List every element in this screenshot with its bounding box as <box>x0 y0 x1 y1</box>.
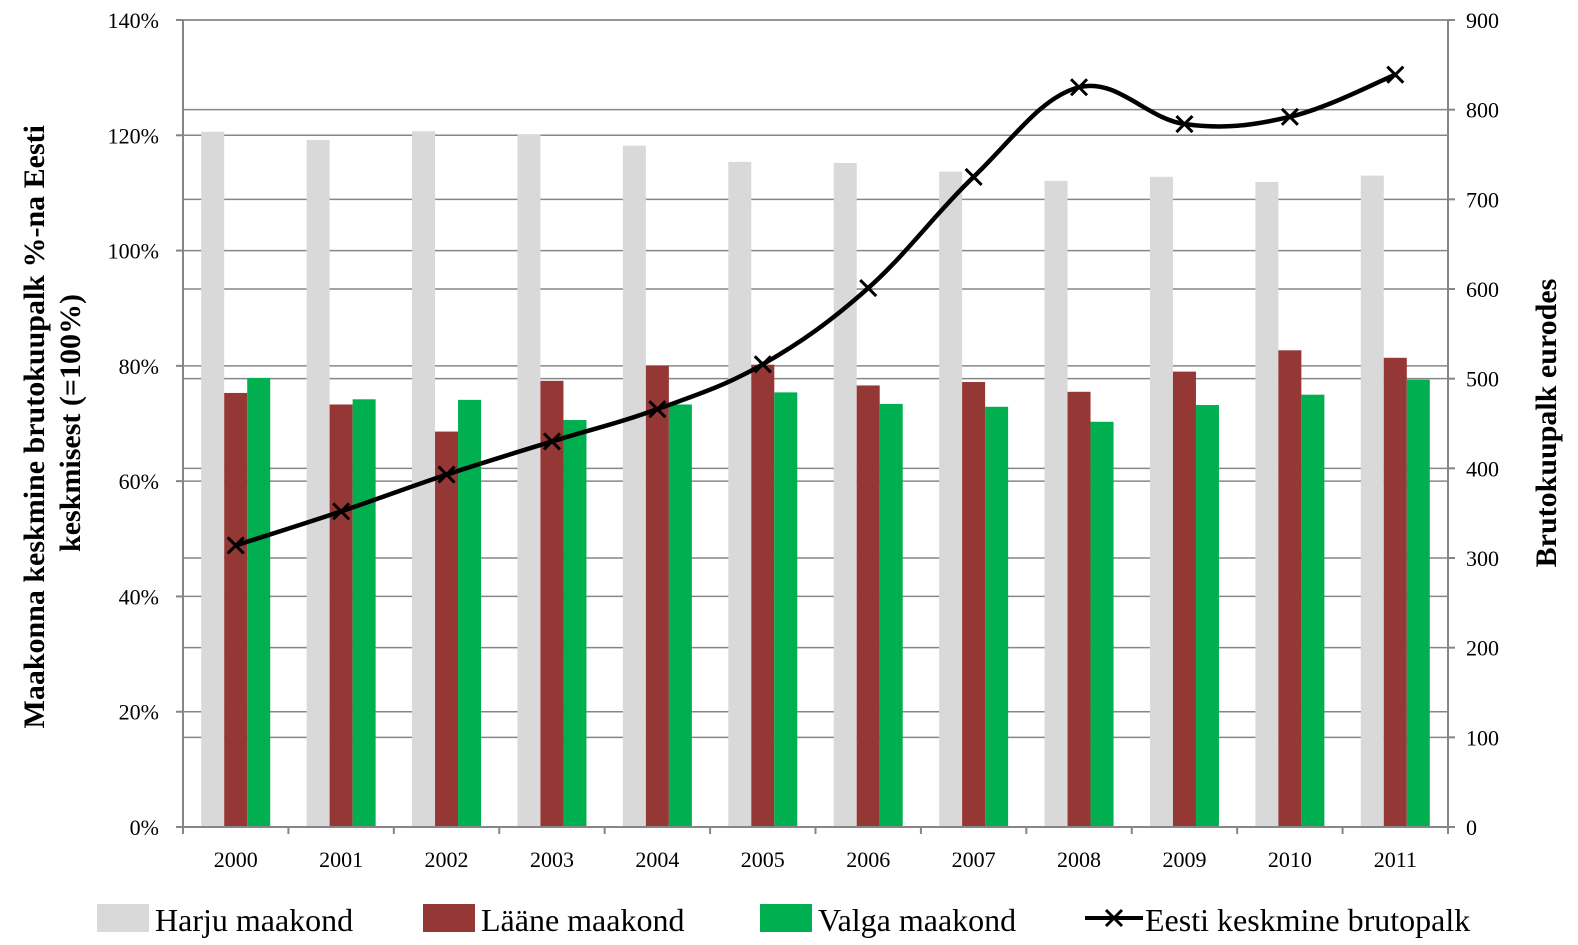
bar-harju-maakond-2000 <box>201 131 225 827</box>
x-tick-label-2000: 2000 <box>214 847 258 872</box>
x-tick-label-2002: 2002 <box>425 847 469 872</box>
bar-harju-maakond-2008 <box>1044 180 1068 827</box>
y-left-tick-label-4: 80% <box>119 354 159 379</box>
bar-l-ne-maakond-2009 <box>1172 371 1196 827</box>
x-tick-label-2008: 2008 <box>1057 847 1101 872</box>
y-left-tick-label-2: 40% <box>119 584 159 609</box>
line-eesti-keskmine-brutopalk <box>235 72 1397 548</box>
tick-labels: 0% 20% 40% 60% 80% 100% 120% 140% 0 100 200 300 400 5… <box>108 8 1499 872</box>
bar-harju-maakond-2004 <box>622 145 646 827</box>
bar-l-ne-maakond-2006 <box>856 385 880 827</box>
axes <box>176 19 1455 834</box>
bar-valga-maakond-2002 <box>458 399 482 827</box>
y-right-tick-label-6: 600 <box>1466 277 1499 302</box>
line-marker-2000 <box>226 536 245 555</box>
bar-harju-maakond-2011 <box>1360 175 1384 827</box>
bar-valga-maakond-2010 <box>1301 394 1325 827</box>
bar-valga-maakond-2008 <box>1090 421 1114 827</box>
bar-valga-maakond-2003 <box>563 420 587 827</box>
x-tick-label-2004: 2004 <box>635 847 679 872</box>
x-tick-label-2009: 2009 <box>1162 847 1206 872</box>
legend: Harju maakond Lääne maakond Valga maakon… <box>97 902 1470 938</box>
y-axis-left-title-line-2: keskmisest (=100%) <box>54 294 87 552</box>
bar-harju-maakond-2010 <box>1255 181 1279 827</box>
bar-harju-maakond-2005 <box>728 161 752 828</box>
gridlines <box>183 19 1448 828</box>
y-right-tick-label-4: 400 <box>1466 456 1499 481</box>
y-axis-right-title: Brutokuupalk eurodes <box>1530 279 1563 568</box>
legend-marker-eesti <box>1104 908 1124 928</box>
bar-harju-maakond-2006 <box>833 162 857 827</box>
bar-l-ne-maakond-2005 <box>751 364 775 827</box>
line-marker-2001 <box>332 502 351 521</box>
legend-label-laane: Lääne maakond <box>481 902 684 938</box>
bars <box>201 131 1430 828</box>
x-tick-label-2005: 2005 <box>741 847 785 872</box>
y-right-tick-label-3: 300 <box>1466 546 1499 571</box>
bar-valga-maakond-2006 <box>879 403 903 827</box>
x-tick-label-2011: 2011 <box>1374 847 1417 872</box>
bar-valga-maakond-2001 <box>352 399 376 827</box>
x-tick-label-2006: 2006 <box>846 847 890 872</box>
y-left-tick-label-0: 0% <box>130 815 159 840</box>
y-left-tick-label-7: 140% <box>108 8 159 33</box>
y-left-tick-label-6: 120% <box>108 123 159 148</box>
y-axis-left-title-line-1: Maakonna keskmine brutokuupalk %-na Eest… <box>18 125 51 729</box>
bar-valga-maakond-2007 <box>985 406 1009 827</box>
bar-harju-maakond-2003 <box>517 134 541 827</box>
x-tick-label-2010: 2010 <box>1268 847 1312 872</box>
bar-l-ne-maakond-2004 <box>645 365 669 827</box>
bar-l-ne-maakond-2011 <box>1383 357 1407 827</box>
line-marker-2002 <box>437 465 456 484</box>
bar-harju-maakond-2001 <box>306 139 330 827</box>
line-marker-2004 <box>648 400 667 419</box>
line-marker-2011 <box>1386 65 1405 84</box>
bar-l-ne-maakond-2002 <box>435 431 459 827</box>
bar-valga-maakond-2005 <box>774 392 798 827</box>
y-right-tick-label-7: 700 <box>1466 187 1499 212</box>
x-tick-label-2001: 2001 <box>319 847 363 872</box>
line-marker-2010 <box>1280 107 1299 126</box>
line-marker-2005 <box>753 355 772 374</box>
y-right-tick-label-0: 0 <box>1466 815 1477 840</box>
bar-l-ne-maakond-2000 <box>224 392 248 827</box>
line-marker-2007 <box>964 167 983 186</box>
bar-l-ne-maakond-2008 <box>1067 391 1091 827</box>
bar-harju-maakond-2009 <box>1149 176 1173 827</box>
bar-l-ne-maakond-2007 <box>962 381 986 827</box>
y-right-tick-label-8: 800 <box>1466 98 1499 123</box>
legend-swatch-laane <box>423 904 475 932</box>
y-right-tick-label-5: 500 <box>1466 367 1499 392</box>
bar-valga-maakond-2000 <box>247 377 271 827</box>
y-right-tick-label-1: 100 <box>1466 725 1499 750</box>
bar-l-ne-maakond-2010 <box>1278 350 1302 827</box>
x-tick-label-2007: 2007 <box>952 847 996 872</box>
legend-label-valga: Valga maakond <box>818 902 1016 938</box>
legend-label-harju: Harju maakond <box>155 902 353 938</box>
bar-valga-maakond-2004 <box>668 404 692 827</box>
line-marker-2003 <box>542 432 562 451</box>
bar-l-ne-maakond-2003 <box>540 380 564 827</box>
y-axis-left-title: Maakonna keskmine brutokuupalk %-na Eest… <box>18 118 87 729</box>
line-series <box>226 65 1405 555</box>
line-marker-2009 <box>1175 114 1194 134</box>
legend-swatch-valga <box>760 904 812 932</box>
y-left-tick-label-5: 100% <box>108 239 159 264</box>
bar-valga-maakond-2011 <box>1406 379 1430 827</box>
legend-label-eesti: Eesti keskmine brutopalk <box>1145 902 1470 938</box>
y-right-tick-label-2: 200 <box>1466 636 1499 661</box>
y-right-tick-label-9: 900 <box>1466 8 1499 33</box>
bar-l-ne-maakond-2001 <box>329 404 353 827</box>
bar-harju-maakond-2002 <box>412 131 436 827</box>
line-marker-2008 <box>1069 78 1089 97</box>
bar-valga-maakond-2009 <box>1195 405 1219 827</box>
y-left-tick-label-3: 60% <box>119 469 159 494</box>
bar-harju-maakond-2007 <box>939 171 963 827</box>
x-tick-label-2003: 2003 <box>530 847 574 872</box>
y-left-tick-label-1: 20% <box>119 700 159 725</box>
legend-swatch-harju <box>97 904 149 932</box>
line-marker-2006 <box>859 279 878 298</box>
